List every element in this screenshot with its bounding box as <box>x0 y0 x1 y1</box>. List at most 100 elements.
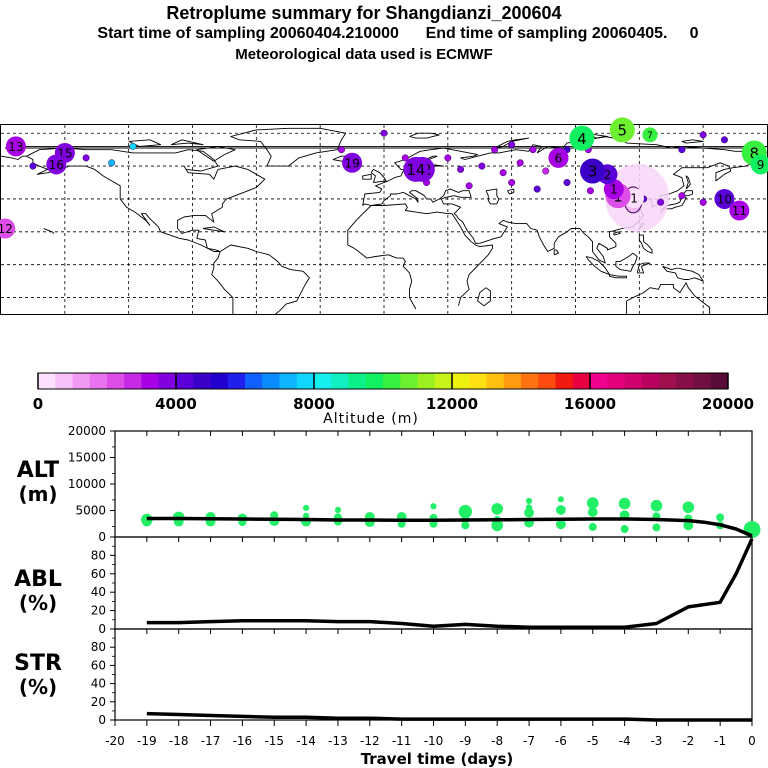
coastline <box>636 262 651 274</box>
day-marker-number: 19 <box>344 156 359 170</box>
alt-panel-label: ALT (m) <box>17 458 59 506</box>
day-marker-number: 9 <box>757 158 765 172</box>
day-label-marker: 10 <box>714 188 735 209</box>
alt-label: ALT <box>17 458 59 483</box>
x-tick-label: -2 <box>682 734 694 748</box>
day-marker-circle <box>569 125 595 151</box>
plume-dot <box>29 162 37 170</box>
coastline <box>347 205 417 310</box>
coastline <box>615 252 638 272</box>
plume-dot <box>499 169 507 177</box>
alt-scatter-point <box>430 503 437 510</box>
colorbar-tick-label: 8000 <box>293 395 335 413</box>
x-tick-label: -17 <box>201 734 221 748</box>
plume-dot <box>586 187 594 195</box>
alt-tick-label: 20000 <box>68 424 106 438</box>
coastline <box>553 249 559 256</box>
day-marker-number: 1 <box>610 183 618 197</box>
plume-dot <box>542 167 550 175</box>
plume-dot <box>478 162 486 170</box>
alt-scatter-point <box>303 504 310 511</box>
day-marker-circle <box>609 117 635 143</box>
alt-median-line <box>146 516 753 538</box>
abl-tick-label: 40 <box>91 585 106 599</box>
plume-dot <box>678 192 686 200</box>
coastline <box>211 251 221 275</box>
abl-tick-label: 20 <box>91 604 106 618</box>
colorbar-swatch <box>486 373 505 389</box>
coastline <box>171 139 204 146</box>
plume-dot <box>380 129 388 137</box>
day-marker-number: 11 <box>732 204 747 218</box>
map-plume-markers: 11123456789101112131415161912 <box>0 117 768 239</box>
abl-label: ABL <box>14 567 62 592</box>
day-marker-circle <box>46 154 67 175</box>
colorbar-swatch <box>38 373 56 389</box>
day-marker-circle <box>580 158 606 184</box>
day-marker-number: 14 <box>406 161 425 179</box>
abl-tick-label: 80 <box>91 548 106 562</box>
x-tick-label: -10 <box>424 734 444 748</box>
plume-dot <box>401 154 409 162</box>
abl-tick-label: 60 <box>91 567 106 581</box>
coastline <box>685 175 691 190</box>
alt-tick-label: 15000 <box>68 451 106 465</box>
plume-dot <box>337 146 345 154</box>
colorbar-swatch <box>227 373 246 389</box>
day-marker-number: 10 <box>717 192 732 206</box>
colorbar-swatch <box>710 373 729 389</box>
plume-dot <box>108 159 116 167</box>
colorbar-swatch <box>245 373 263 389</box>
colorbar-swatch <box>590 373 608 389</box>
plume-dot <box>82 154 90 162</box>
day-label-marker: 5 <box>609 117 635 143</box>
x-tick-label: -1 <box>714 734 726 748</box>
sampling-time-subtitle: Start time of sampling 20060404.210000 E… <box>97 25 699 42</box>
alt-scatter-point <box>587 507 598 517</box>
day-marker-number: 8 <box>749 145 759 163</box>
alt-unit: (m) <box>18 482 57 506</box>
abl-panel-label: ABL (%) <box>14 567 62 615</box>
plume-dot <box>444 154 452 162</box>
plume-dot <box>720 136 728 144</box>
day-label-marker: 6 <box>548 147 569 168</box>
alt-scatter-point <box>683 520 694 531</box>
abl-tick-label: 0 <box>98 622 106 636</box>
day-label-marker: 7 <box>642 127 658 143</box>
x-tick-label: -9 <box>459 734 471 748</box>
colorbar-tick-label: 4000 <box>155 395 197 413</box>
x-axis-label: Travel time (days) <box>361 750 514 768</box>
colorbar-swatch <box>141 373 160 389</box>
str-tick-label: 80 <box>91 640 106 654</box>
colorbar-swatch <box>296 373 315 389</box>
alt-scatter-point <box>524 507 534 518</box>
colorbar-swatch <box>383 373 401 389</box>
day-marker-number: 12 <box>0 222 13 236</box>
alt-scatter-point <box>525 497 533 505</box>
coastline <box>507 188 515 195</box>
coastline <box>609 274 628 279</box>
colorbar-label: Altitude (m) <box>323 411 419 427</box>
plume-dot <box>129 142 137 150</box>
x-tick-label: -3 <box>650 734 662 748</box>
colorbar-swatch <box>124 373 142 389</box>
x-tick-label: -8 <box>491 734 503 748</box>
colorbar-swatch <box>659 373 677 389</box>
alt-panel: 0 5000 10000 15000 20000 <box>68 424 761 544</box>
colorbar-swatch <box>417 373 436 389</box>
plume-dot <box>529 146 537 154</box>
plume-dot <box>491 146 499 154</box>
colorbar-swatch <box>55 373 73 389</box>
colorbar-swatch <box>624 373 643 389</box>
coastline <box>477 287 491 307</box>
coastline <box>485 188 500 205</box>
coastline <box>494 137 530 149</box>
alt-scatter-point <box>557 496 565 503</box>
x-tick-label: -4 <box>619 734 631 748</box>
coastline <box>219 244 310 315</box>
str-unit: (%) <box>19 675 57 699</box>
str-label: STR <box>14 651 62 676</box>
plume-dot <box>465 182 473 190</box>
colorbar-swatch <box>400 373 418 389</box>
